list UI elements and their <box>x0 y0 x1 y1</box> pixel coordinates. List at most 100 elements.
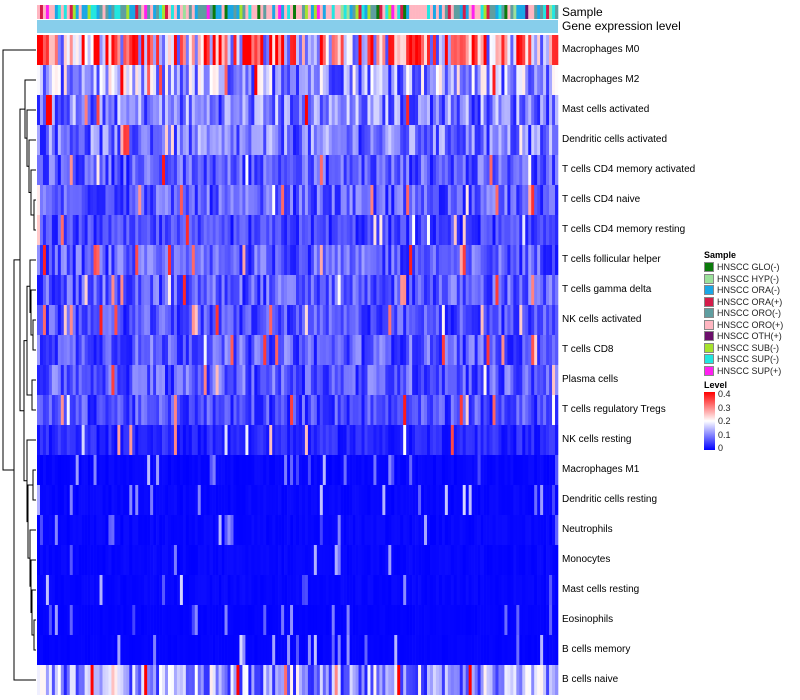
heatmap-cell <box>316 65 321 95</box>
heatmap-cell <box>415 305 419 335</box>
heatmap-cell <box>441 215 446 245</box>
heatmap-cell <box>504 185 508 215</box>
heatmap-cell <box>203 425 207 455</box>
heatmap-cell <box>287 575 291 605</box>
sample-annotation-cell <box>57 5 62 19</box>
heatmap-cell <box>287 245 291 275</box>
heatmap-cell <box>298 515 303 545</box>
heatmap-cell <box>385 245 389 275</box>
heatmap-cell <box>54 125 59 155</box>
heatmap-cell <box>346 95 350 125</box>
heatmap-cell <box>546 575 550 605</box>
heatmap-cell <box>397 665 401 695</box>
heatmap-cell <box>245 545 249 575</box>
heatmap-cell <box>87 575 91 605</box>
heatmap-cell <box>519 275 523 305</box>
heatmap-cell <box>54 575 59 605</box>
heatmap-cell <box>278 125 282 155</box>
heatmap-cell <box>510 95 514 125</box>
heatmap-cell <box>522 245 526 275</box>
heatmap-cell <box>254 215 258 245</box>
heatmap-cell <box>352 155 356 185</box>
heatmap-cell <box>162 545 166 575</box>
heatmap-cell <box>263 425 267 455</box>
heatmap-cell <box>245 455 249 485</box>
heatmap-cell <box>394 35 398 65</box>
heatmap-cell <box>540 185 544 215</box>
heatmap-cell <box>406 545 410 575</box>
heatmap-cell <box>486 485 490 515</box>
heatmap-cell <box>382 605 386 635</box>
heatmap-cell <box>48 245 53 275</box>
heatmap-cell <box>415 245 419 275</box>
heatmap-cell <box>48 545 53 575</box>
heatmap-cell <box>394 425 398 455</box>
heatmap-cell <box>281 605 285 635</box>
sample-annotation-cell <box>486 5 490 19</box>
heatmap-cell <box>39 275 44 305</box>
heatmap-cell <box>382 155 386 185</box>
heatmap-cell <box>66 275 71 305</box>
heatmap-cell <box>42 665 47 695</box>
heatmap-cell <box>69 65 74 95</box>
heatmap-cell <box>489 335 493 365</box>
heatmap-cell <box>173 215 178 245</box>
sample-annotation-cell <box>492 5 496 19</box>
heatmap-cell <box>516 395 520 425</box>
heatmap-cell <box>424 335 428 365</box>
heatmap-cell <box>185 605 190 635</box>
heatmap-cell <box>349 575 353 605</box>
heatmap-cell <box>257 425 261 455</box>
heatmap-cell <box>513 665 517 695</box>
heatmap-cell <box>108 35 112 65</box>
heatmap-cell <box>391 35 395 65</box>
heatmap-cell <box>278 515 282 545</box>
heatmap-cell <box>78 155 82 185</box>
heatmap-cell <box>182 125 187 155</box>
heatmap-cell <box>105 275 109 305</box>
heatmap-cell <box>310 245 315 275</box>
heatmap-cell <box>361 215 365 245</box>
heatmap-cell <box>364 365 368 395</box>
heatmap-cell <box>382 275 386 305</box>
heatmap-cell <box>78 35 82 65</box>
sample-annotation-cell <box>516 5 520 19</box>
heatmap-cell <box>319 125 324 155</box>
heatmap-cell <box>96 575 100 605</box>
heatmap-cell <box>406 65 410 95</box>
heatmap-cell <box>269 635 273 665</box>
heatmap-cell <box>251 425 255 455</box>
heatmap-cell <box>301 335 306 365</box>
heatmap-cell <box>141 485 145 515</box>
heatmap-cell <box>394 275 398 305</box>
sample-annotation-cell <box>197 5 202 19</box>
sample-annotation-cell <box>355 5 359 19</box>
heatmap-cell <box>382 125 386 155</box>
sample-annotation-cell <box>99 5 103 19</box>
heatmap-cell <box>310 155 315 185</box>
heatmap-cell <box>441 365 446 395</box>
heatmap-cell <box>504 275 508 305</box>
heatmap-cell <box>111 635 115 665</box>
heatmap-cell <box>379 545 383 575</box>
heatmap-cell <box>432 155 437 185</box>
heatmap-cell <box>72 635 77 665</box>
heatmap-cell <box>477 35 481 65</box>
heatmap-cell <box>93 335 97 365</box>
heatmap-cell <box>477 245 481 275</box>
heatmap-cell <box>108 395 112 425</box>
heatmap-cell <box>87 95 91 125</box>
heatmap-cell <box>477 455 481 485</box>
heatmap-cell <box>117 665 121 695</box>
heatmap-cell <box>129 425 133 455</box>
heatmap-cell <box>233 395 237 425</box>
heatmap-cell <box>501 365 505 395</box>
heatmap-cell <box>218 545 222 575</box>
heatmap-cell <box>66 155 71 185</box>
heatmap-cell <box>245 335 249 365</box>
heatmap-cell <box>313 185 318 215</box>
heatmap-cell <box>477 275 481 305</box>
heatmap-cell <box>39 35 44 65</box>
heatmap-cell <box>382 335 386 365</box>
heatmap-cell <box>376 575 380 605</box>
